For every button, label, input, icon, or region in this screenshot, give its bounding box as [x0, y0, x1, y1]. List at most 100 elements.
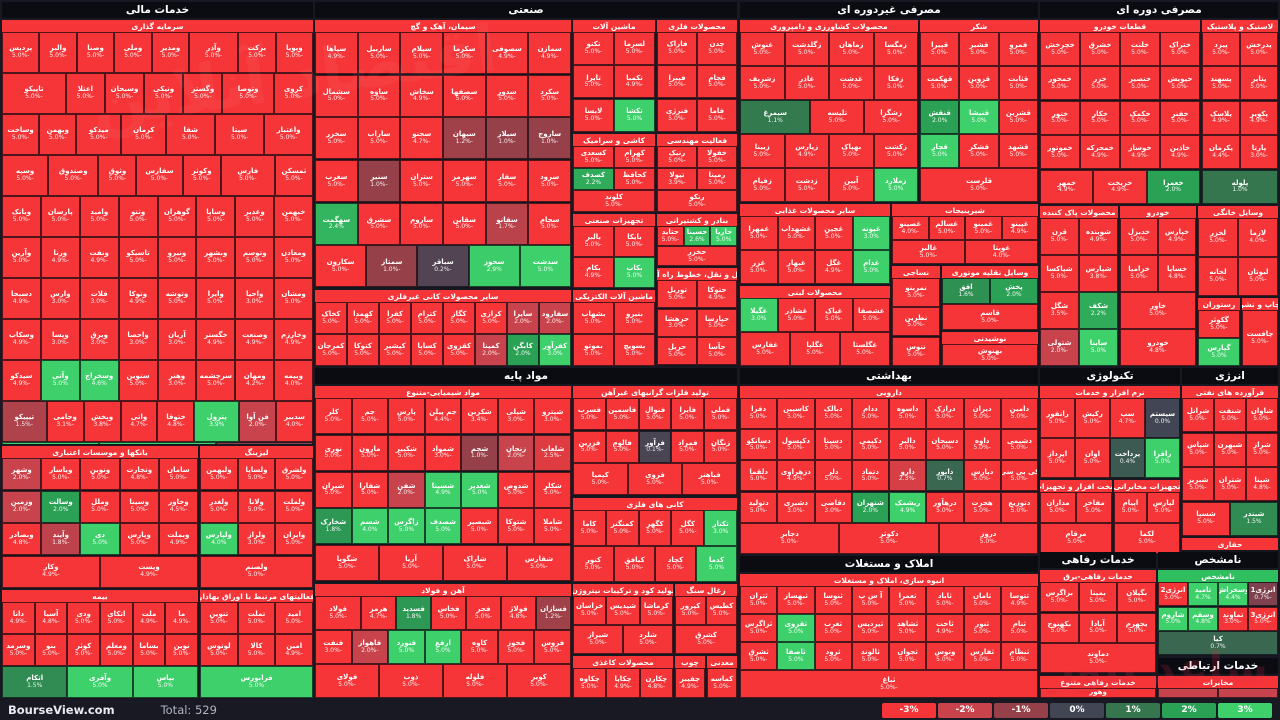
stock-tile[interactable]: ونفت -4.9%	[79, 237, 119, 278]
stock-tile[interactable]: وخارزم -4.9%	[274, 319, 313, 360]
stock-tile[interactable]: فاهواز -2.0%	[351, 630, 389, 664]
stock-tile[interactable]: وسرمد -5.0%	[2, 634, 35, 666]
stock-tile[interactable]: ومدیر -5.0%	[151, 32, 189, 73]
stock-tile[interactable]: ثاصفا 5.0%	[777, 642, 815, 670]
stock-tile[interactable]: ثتوسا -4.9%	[1000, 586, 1038, 614]
stock-tile[interactable]: تماوند -3.0%	[1218, 606, 1248, 631]
stock-tile[interactable]: کگل -5.0%	[671, 510, 705, 546]
stock-tile[interactable]: حرهشا -3.0%	[657, 308, 697, 337]
stock-tile[interactable]: وپخش -3.8%	[83, 401, 121, 442]
stock-tile[interactable]: آ س پ -5.0%	[851, 586, 889, 614]
stock-tile[interactable]: ما -4.9%	[165, 602, 198, 634]
stock-tile[interactable]: ساروم -5.0%	[400, 202, 443, 245]
stock-tile[interactable]: سغرب -5.0%	[315, 159, 358, 202]
stock-tile[interactable]: شبصیر -5.0%	[461, 508, 498, 545]
stock-tile[interactable]: شغدیر 5.0%	[461, 471, 498, 508]
stock-tile[interactable]: ختور -5.0%	[1040, 100, 1080, 135]
stock-tile[interactable]: غمهرا -5.0%	[740, 216, 778, 250]
stock-tile[interactable]: فجام -5.0%	[697, 65, 737, 99]
stock-tile[interactable]: غگلستا -5.0%	[840, 332, 890, 366]
stock-tile[interactable]: قهکمت -5.0%	[920, 66, 960, 100]
stock-tile[interactable]: دتوزیع -5.0%	[1000, 491, 1038, 523]
stock-tile[interactable]: غدشت -5.0%	[829, 66, 874, 100]
stock-tile[interactable]: وبرق -3.0%	[79, 319, 119, 360]
stock-tile[interactable]: غگیلا 3.0%	[740, 298, 778, 332]
stock-tile[interactable]: غدام 5.0%	[852, 250, 890, 284]
stock-tile[interactable]: کمینا -2.0%	[475, 334, 507, 366]
stock-tile[interactable]: سیدکو -4.9%	[2, 360, 41, 401]
stock-tile[interactable]: خلنت -5.0%	[1120, 32, 1160, 66]
stock-tile[interactable]: زدشت -5.0%	[784, 168, 829, 202]
stock-tile[interactable]: پلوله 1.0%	[1202, 169, 1278, 204]
stock-tile[interactable]: سباقر -0.2%	[417, 245, 469, 288]
stock-tile[interactable]: دلقما -5.0%	[740, 460, 778, 492]
stock-tile[interactable]: کسعدی -5.0%	[573, 146, 614, 168]
stock-tile[interactable]: لخزر -5.0%	[1198, 218, 1238, 257]
stock-tile[interactable]: فجر -5.0%	[466, 596, 502, 630]
stock-tile[interactable]: فیبرا -5.0%	[657, 65, 697, 99]
stock-tile[interactable]: تکمبا -4.9%	[614, 65, 655, 99]
stock-tile[interactable]: نمرینو -5.0%	[892, 278, 940, 307]
stock-tile[interactable]: وآفری 5.0%	[67, 666, 133, 698]
stock-tile[interactable]: ثرود -5.0%	[814, 642, 852, 670]
stock-tile[interactable]: لسرما -5.0%	[614, 32, 655, 65]
stock-tile[interactable]: ولساپا -5.0%	[237, 458, 276, 490]
stock-tile[interactable]: میدکو -5.0%	[76, 114, 122, 155]
stock-tile[interactable]: ختراک -5.0%	[1160, 32, 1200, 66]
stock-tile[interactable]: حسینا 2.6%	[683, 226, 711, 246]
stock-tile[interactable]: زنجان -2.0%	[497, 434, 535, 471]
stock-tile[interactable]: سجنو -4.7%	[400, 117, 443, 160]
stock-tile[interactable]: ثعمرا -5.0%	[889, 586, 927, 614]
stock-tile[interactable]: آسیا -4.8%	[34, 602, 68, 634]
stock-tile[interactable]: پکویر -4.9%	[1240, 100, 1278, 135]
stock-tile[interactable]: فملی -5.0%	[704, 398, 737, 430]
stock-tile[interactable]: مرقام -5.0%	[1040, 523, 1112, 554]
stock-tile[interactable]: تاسیکو -5.0%	[118, 237, 158, 278]
stock-tile[interactable]: خوساز -4.9%	[1120, 135, 1160, 170]
stock-tile[interactable]: وتوشه -5.0%	[157, 278, 197, 319]
stock-tile[interactable]: ثجوان -5.0%	[889, 642, 927, 670]
stock-tile[interactable]: سصوفی -4.9%	[485, 32, 529, 74]
stock-tile[interactable]: ثفارس -5.0%	[963, 642, 1001, 670]
stock-tile[interactable]: غزر -5.0%	[740, 250, 778, 284]
stock-tile[interactable]: دتولید -5.0%	[740, 491, 778, 523]
stock-tile[interactable]: وملی -5.0%	[114, 32, 152, 73]
stock-tile[interactable]: وتوس -5.0%	[926, 642, 964, 670]
stock-tile[interactable]: وهور	[1040, 688, 1156, 698]
stock-tile[interactable]: گوهران -5.0%	[157, 196, 197, 237]
stock-tile[interactable]: خچرخش -5.0%	[1040, 32, 1080, 66]
stock-tile[interactable]: دسینا -5.0%	[814, 429, 852, 461]
stock-tile[interactable]: بایکا -5.0%	[614, 226, 655, 257]
stock-tile[interactable]: چفیبر -4.9%	[675, 668, 705, 698]
stock-tile[interactable]: خزامیا -5.0%	[1120, 255, 1158, 292]
stock-tile[interactable]: لبوتان -5.0%	[1238, 257, 1278, 296]
stock-tile[interactable]: وثوق -5.0%	[98, 155, 137, 196]
stock-tile[interactable]: کطبس -5.0%	[706, 596, 737, 625]
stock-tile[interactable]: فخاس -5.0%	[431, 596, 467, 630]
stock-tile[interactable]: وآتی 5.0%	[40, 360, 80, 401]
stock-tile[interactable]: بالبر -5.0%	[573, 226, 614, 257]
stock-tile[interactable]: کهرام -5.0%	[614, 146, 655, 168]
stock-tile[interactable]: شاراک -5.0%	[443, 545, 507, 582]
stock-tile[interactable]: دیران -5.0%	[963, 398, 1001, 429]
stock-tile[interactable]: وتوسم -5.0%	[235, 237, 275, 278]
stock-tile[interactable]: کساپا -5.0%	[411, 334, 443, 366]
stock-tile[interactable]: دماوند -5.0%	[1040, 643, 1156, 674]
stock-tile[interactable]: ولصنم -5.0%	[200, 555, 313, 588]
stock-tile[interactable]: ومهان -4.2%	[235, 360, 275, 401]
stock-tile[interactable]: قپیرا -5.0%	[920, 32, 960, 66]
stock-tile[interactable]: زبینا -5.0%	[740, 134, 785, 168]
stock-tile[interactable]: شیراز -5.0%	[573, 625, 623, 654]
stock-tile[interactable]: خمحور -5.0%	[1040, 66, 1080, 101]
stock-tile[interactable]: کیا 0.7%	[1158, 631, 1278, 656]
stock-tile[interactable]: لخانه -5.0%	[1198, 257, 1238, 296]
stock-tile[interactable]: ثغرب -5.0%	[814, 614, 852, 642]
stock-tile[interactable]: وصنا -5.0%	[76, 32, 115, 73]
stock-tile[interactable]: چافست -5.0%	[1242, 310, 1278, 366]
stock-tile[interactable]: بموتو -5.0%	[573, 334, 614, 366]
stock-tile[interactable]: ثبهساز -5.0%	[777, 586, 815, 614]
stock-tile[interactable]: قشیر -5.0%	[959, 32, 999, 66]
stock-tile[interactable]: فرآور -0.1%	[638, 430, 672, 463]
stock-tile[interactable]: فارس -5.0%	[220, 155, 275, 196]
stock-tile[interactable]: داسوه -5.0%	[889, 398, 927, 429]
